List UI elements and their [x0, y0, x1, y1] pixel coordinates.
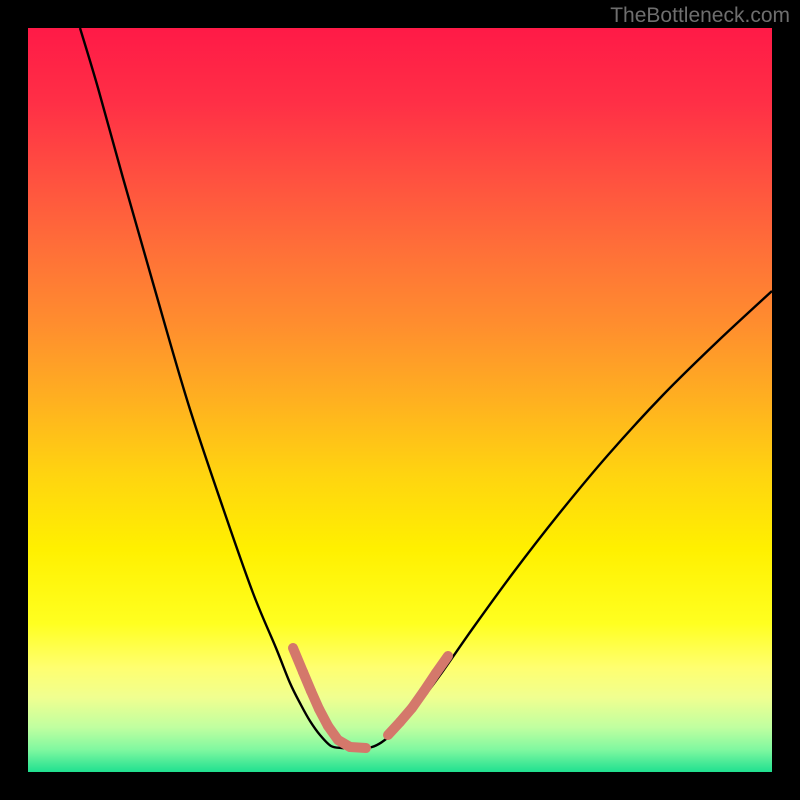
- plot-area: [28, 28, 772, 772]
- marker-segment: [350, 747, 366, 748]
- watermark-text: TheBottleneck.com: [610, 4, 790, 28]
- plot-svg: [28, 28, 772, 772]
- gradient-background: [28, 28, 772, 772]
